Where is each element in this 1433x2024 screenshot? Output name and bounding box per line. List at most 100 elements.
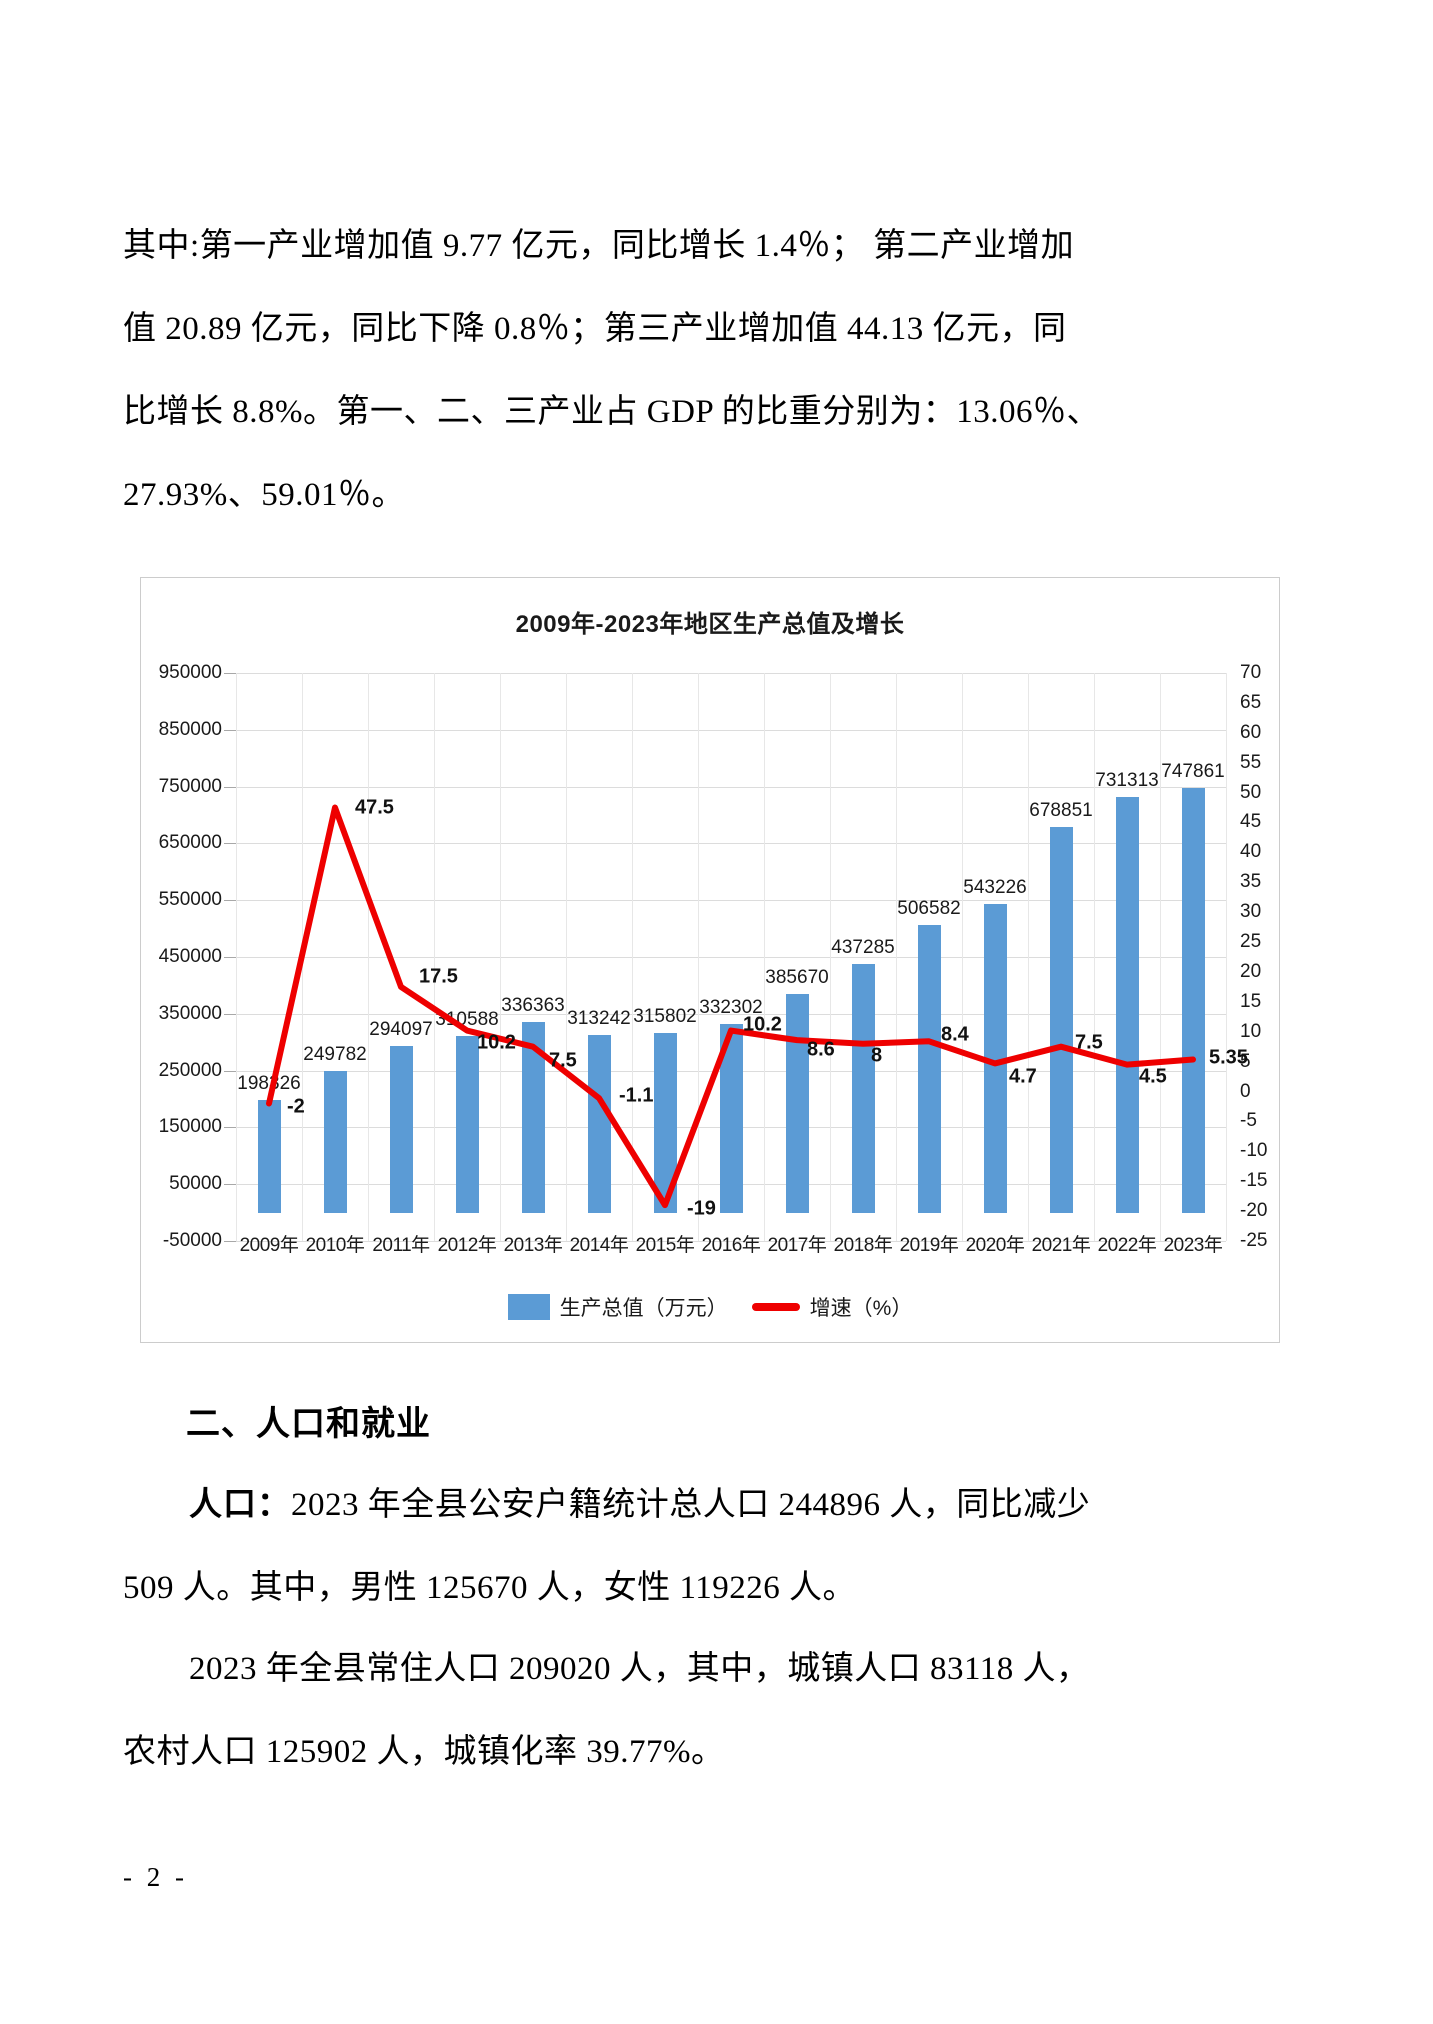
x-axis-label: 2020年: [965, 1235, 1025, 1256]
gridline-v: [698, 673, 699, 1241]
chart-title: 2009年-2023年地区生产总值及增长: [515, 611, 905, 638]
gridline-v: [896, 673, 897, 1241]
legend-bar-swatch: [507, 1294, 550, 1320]
x-axis-label: 2023年: [1163, 1235, 1223, 1256]
section-heading: 二、人口和就业: [186, 1405, 431, 1443]
y-axis-label-left: 950000: [158, 662, 222, 683]
paragraph-population: 人口：2023 年全县公安户籍统计总人口 244896 人，同比减少 509 人。…: [123, 1462, 1315, 1630]
line-value-label: 10.2: [743, 1013, 782, 1036]
gridline-v: [830, 673, 831, 1241]
gridline-h: [236, 900, 1226, 902]
legend-line-swatch: [751, 1303, 800, 1311]
x-axis-label: 2016年: [701, 1235, 761, 1256]
bar-value-label: 385670: [765, 966, 829, 988]
y-axis-label-right: 25: [1240, 931, 1262, 953]
legend-bar-label: 生产总值（万元）: [559, 1297, 728, 1320]
axis-tick: [224, 900, 236, 902]
bar: [455, 1036, 479, 1213]
bar-value-label: 678851: [1029, 800, 1093, 821]
bar-value-label: 249782: [303, 1043, 367, 1065]
axis-tick: [224, 1070, 236, 1072]
axis-tick: [224, 1184, 236, 1186]
gridline-h: [236, 673, 1226, 674]
gridline-v: [500, 673, 501, 1241]
line-value-label: 8.4: [941, 1023, 969, 1046]
gridline-v: [1226, 673, 1227, 1241]
gridline-v: [368, 673, 369, 1241]
gridline-h: [236, 843, 1226, 845]
y-axis-label-right: 10: [1240, 1020, 1262, 1042]
gridline-v: [962, 673, 963, 1241]
line-value-label: 4.5: [1139, 1065, 1167, 1088]
axis-tick: [224, 1241, 236, 1242]
y-axis-label-left: 150000: [158, 1116, 222, 1138]
bar-value-label: 198326: [237, 1072, 301, 1094]
bar-value-label: 437285: [831, 937, 895, 959]
bar: [389, 1045, 413, 1213]
y-axis-label-left: 850000: [158, 718, 222, 740]
axis-tick: [224, 957, 236, 958]
gdp-chart: 2009年-2023年地区生产总值及增长 950000 850000 750000 6…: [140, 577, 1280, 1343]
x-axis-label: 2013年: [503, 1235, 563, 1256]
gridline-h: [236, 786, 1226, 788]
y-axis-label-right: 20: [1240, 960, 1262, 982]
y-axis-label-right: 15: [1240, 990, 1262, 1012]
bar: [1115, 797, 1139, 1213]
y-axis-label-right: -10: [1240, 1140, 1268, 1162]
bar: [587, 1034, 611, 1213]
x-axis-label: 2017年: [767, 1235, 827, 1256]
bar: [785, 993, 809, 1213]
y-axis-label-left: 250000: [158, 1059, 222, 1081]
bar: [323, 1070, 347, 1213]
y-axis-label-left: 750000: [158, 775, 222, 797]
legend-line-label: 增速（%）: [809, 1297, 913, 1320]
growth-line: [266, 804, 1196, 1209]
bar-value-label: 332302: [699, 996, 763, 1018]
bar: [257, 1099, 281, 1213]
line-value-label: -19: [687, 1197, 716, 1220]
bar: [1049, 827, 1073, 1213]
bar: [917, 924, 941, 1213]
y-axis-label-right: 55: [1240, 751, 1262, 773]
paragraph-gdp-industries: 其中:第一产业增加值 9.77 亿元，同比增长 1.4％； 第二产业增加值 20…: [123, 205, 1315, 537]
y-axis-label-right: -5: [1240, 1110, 1257, 1132]
bar-value-label: 747861: [1161, 760, 1225, 782]
gridline-h: [236, 1013, 1226, 1015]
bar-value-label: 315802: [633, 1006, 697, 1028]
bar: [653, 1033, 677, 1213]
bar: [983, 904, 1007, 1213]
y-axis-label-left: 650000: [158, 832, 222, 854]
y-axis-label-right: 0: [1240, 1080, 1251, 1102]
gridline-h: [236, 1241, 1226, 1242]
y-axis-label-right: -20: [1240, 1200, 1268, 1222]
line-value-label: 7.5: [549, 1049, 577, 1072]
text-line: 509 人。其中，男性 125670 人，女性 119226 人。: [123, 1570, 857, 1606]
line-value-label: 8.6: [807, 1038, 835, 1061]
gridline-v: [1028, 673, 1029, 1241]
bar: [719, 1023, 743, 1213]
text-line: 比增长 8.8%。第一、二、三产业占 GDP 的比重分别为：13.06％、: [123, 394, 1101, 430]
axis-tick: [224, 729, 236, 731]
x-axis-label: 2015年: [635, 1235, 695, 1256]
bar: [521, 1021, 545, 1213]
axis-tick: [224, 786, 236, 788]
y-axis-label-right: -25: [1240, 1230, 1268, 1251]
gridline-h: [236, 957, 1226, 958]
x-axis-label: 2018年: [833, 1235, 893, 1256]
y-axis-label-right: 30: [1240, 901, 1262, 923]
axis-tick: [224, 1127, 236, 1129]
gridline-v: [434, 673, 435, 1241]
y-axis-label-right: -15: [1240, 1170, 1268, 1192]
y-axis-label-right: 50: [1240, 781, 1262, 803]
line-value-label: 47.5: [355, 796, 394, 819]
y-axis-label-right: 60: [1240, 721, 1262, 743]
y-axis-label-left: 450000: [158, 946, 222, 967]
bar: [1181, 787, 1205, 1213]
bar-value-label: 506582: [897, 897, 961, 919]
y-axis-label-right: 45: [1240, 811, 1262, 833]
text-line: 其中:第一产业增加值 9.77 亿元，同比增长 1.4％； 第二产业增加: [123, 228, 1075, 264]
chart-canvas: 950000 850000 750000 650000 550000 450000 3500…: [141, 578, 1279, 1342]
bar: [851, 964, 875, 1213]
gridline-v: [1094, 673, 1095, 1241]
x-axis-label: 2014年: [569, 1235, 629, 1256]
